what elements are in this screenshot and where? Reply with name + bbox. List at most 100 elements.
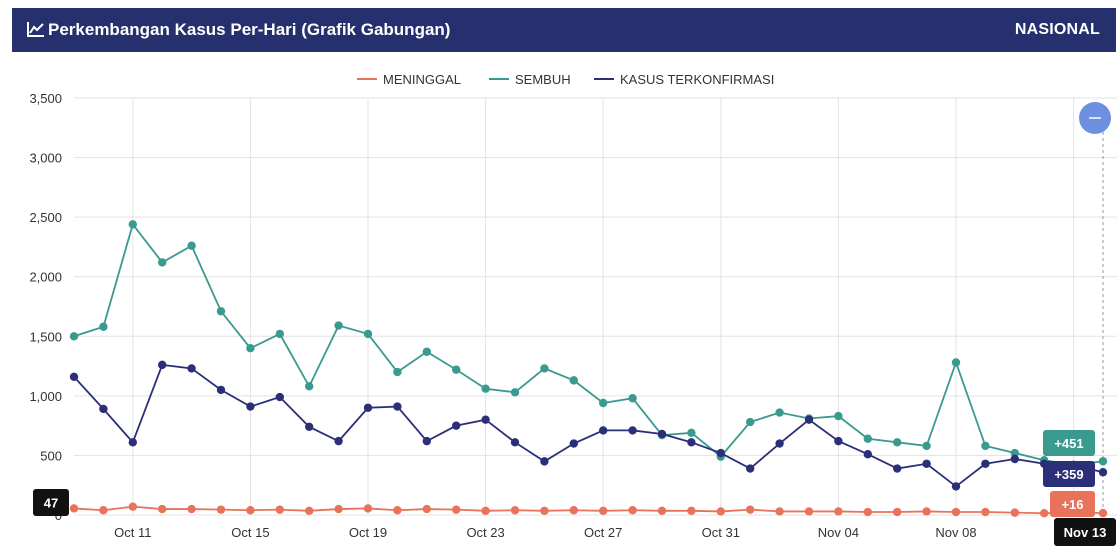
data-point-meninggal[interactable] — [510, 506, 520, 515]
data-point-konfirmasi[interactable] — [804, 415, 814, 424]
data-point-konfirmasi[interactable] — [393, 402, 402, 411]
data-point-konfirmasi[interactable] — [540, 457, 549, 466]
data-point-meninggal[interactable] — [687, 506, 696, 516]
data-point-konfirmasi[interactable] — [951, 482, 961, 491]
data-point-konfirmasi[interactable] — [599, 426, 608, 435]
data-point-konfirmasi[interactable] — [687, 438, 696, 447]
data-point-meninggal[interactable] — [1010, 508, 1019, 517]
data-point-sembuh[interactable] — [481, 384, 490, 393]
data-point-sembuh[interactable] — [1098, 457, 1108, 466]
data-point-meninggal[interactable] — [746, 505, 755, 514]
data-point-sembuh[interactable] — [275, 329, 284, 339]
data-point-konfirmasi[interactable] — [657, 429, 667, 439]
data-point-konfirmasi[interactable] — [775, 439, 784, 448]
data-point-konfirmasi[interactable] — [422, 436, 431, 446]
data-point-sembuh[interactable] — [158, 258, 167, 267]
data-point-sembuh[interactable] — [628, 394, 637, 403]
data-point-meninggal[interactable] — [981, 507, 990, 517]
data-point-sembuh[interactable] — [687, 428, 696, 437]
data-point-sembuh[interactable] — [540, 364, 549, 373]
data-point-sembuh[interactable] — [510, 388, 520, 397]
data-point-meninggal[interactable] — [1040, 509, 1049, 518]
data-point-meninggal[interactable] — [922, 507, 931, 516]
data-point-meninggal[interactable] — [99, 506, 108, 515]
data-point-konfirmasi[interactable] — [922, 459, 931, 468]
data-point-meninggal[interactable] — [128, 502, 137, 511]
data-point-sembuh[interactable] — [363, 329, 373, 339]
data-point-sembuh[interactable] — [305, 382, 314, 391]
data-point-konfirmasi[interactable] — [128, 438, 137, 447]
data-point-meninggal[interactable] — [893, 507, 902, 517]
data-point-sembuh[interactable] — [893, 438, 902, 447]
data-point-konfirmasi[interactable] — [834, 436, 843, 446]
data-point-konfirmasi[interactable] — [510, 438, 520, 447]
data-point-konfirmasi[interactable] — [746, 464, 755, 473]
data-point-sembuh[interactable] — [422, 347, 431, 356]
data-point-meninggal[interactable] — [305, 506, 314, 516]
data-point-sembuh[interactable] — [128, 220, 137, 229]
data-point-sembuh[interactable] — [246, 344, 255, 353]
data-point-meninggal[interactable] — [481, 506, 490, 516]
data-point-meninggal[interactable] — [334, 504, 343, 514]
data-point-meninggal[interactable] — [775, 507, 784, 516]
data-point-sembuh[interactable] — [452, 365, 461, 374]
data-point-meninggal[interactable] — [275, 505, 284, 514]
data-point-konfirmasi[interactable] — [981, 459, 990, 468]
data-point-konfirmasi[interactable] — [69, 372, 79, 381]
data-point-sembuh[interactable] — [599, 398, 608, 408]
data-point-meninggal[interactable] — [569, 506, 578, 515]
data-point-meninggal[interactable] — [716, 507, 725, 516]
data-point-sembuh[interactable] — [746, 417, 755, 427]
data-point-sembuh[interactable] — [951, 358, 961, 367]
data-point-meninggal[interactable] — [628, 506, 637, 515]
data-point-meninggal[interactable] — [657, 506, 667, 516]
data-point-konfirmasi[interactable] — [716, 448, 725, 458]
data-point-konfirmasi[interactable] — [481, 415, 490, 424]
data-point-sembuh[interactable] — [99, 322, 108, 331]
data-point-konfirmasi[interactable] — [334, 436, 343, 446]
data-point-sembuh[interactable] — [1010, 448, 1019, 458]
data-point-konfirmasi[interactable] — [628, 426, 637, 435]
data-point-konfirmasi[interactable] — [893, 464, 902, 473]
data-point-meninggal[interactable] — [863, 507, 872, 517]
data-point-konfirmasi[interactable] — [246, 402, 255, 411]
data-point-meninggal[interactable] — [1098, 508, 1108, 518]
data-point-meninggal[interactable] — [187, 504, 196, 514]
data-point-sembuh[interactable] — [834, 411, 843, 421]
data-point-meninggal[interactable] — [951, 507, 961, 517]
data-point-konfirmasi[interactable] — [363, 403, 373, 412]
data-point-konfirmasi[interactable] — [187, 364, 196, 373]
data-point-meninggal[interactable] — [422, 504, 431, 514]
data-point-meninggal[interactable] — [158, 504, 167, 514]
data-point-sembuh[interactable] — [334, 321, 343, 330]
data-point-meninggal[interactable] — [216, 505, 226, 514]
data-point-sembuh[interactable] — [981, 441, 990, 451]
region-label[interactable]: NASIONAL — [1014, 21, 1100, 38]
data-point-meninggal[interactable] — [540, 506, 549, 516]
data-point-sembuh[interactable] — [922, 441, 931, 451]
data-point-konfirmasi[interactable] — [569, 439, 578, 448]
data-point-meninggal[interactable] — [69, 504, 79, 513]
data-point-konfirmasi[interactable] — [275, 392, 284, 402]
data-point-sembuh[interactable] — [393, 367, 402, 377]
data-point-konfirmasi[interactable] — [1098, 468, 1108, 477]
data-point-meninggal[interactable] — [363, 504, 373, 513]
data-point-sembuh[interactable] — [569, 376, 578, 385]
data-point-sembuh[interactable] — [863, 434, 872, 443]
data-point-sembuh[interactable] — [187, 241, 196, 250]
data-point-meninggal[interactable] — [834, 507, 843, 516]
data-point-sembuh[interactable] — [775, 408, 784, 417]
data-point-meninggal[interactable] — [452, 505, 461, 514]
data-point-konfirmasi[interactable] — [305, 422, 314, 432]
data-point-konfirmasi[interactable] — [452, 421, 461, 430]
data-point-konfirmasi[interactable] — [158, 360, 167, 370]
data-point-sembuh[interactable] — [69, 332, 79, 341]
data-point-konfirmasi[interactable] — [1010, 454, 1019, 464]
data-point-meninggal[interactable] — [804, 507, 814, 516]
data-point-meninggal[interactable] — [393, 506, 402, 515]
data-point-konfirmasi[interactable] — [216, 385, 226, 395]
data-point-konfirmasi[interactable] — [863, 450, 872, 459]
data-point-konfirmasi[interactable] — [99, 404, 108, 414]
data-point-sembuh[interactable] — [216, 307, 226, 316]
data-point-meninggal[interactable] — [246, 506, 255, 515]
